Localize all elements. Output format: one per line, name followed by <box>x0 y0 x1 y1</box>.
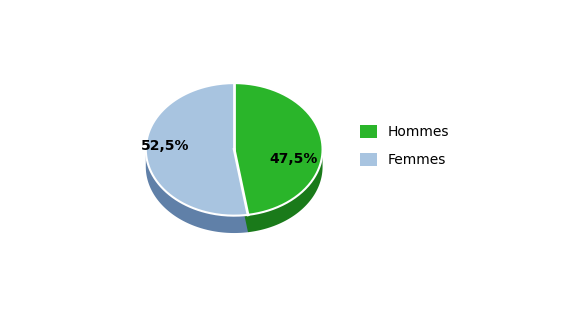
Polygon shape <box>146 150 248 233</box>
Polygon shape <box>248 150 322 232</box>
Polygon shape <box>234 83 322 215</box>
Polygon shape <box>234 149 248 232</box>
Polygon shape <box>146 83 248 216</box>
Text: 52,5%: 52,5% <box>141 139 190 153</box>
Legend: Hommes, Femmes: Hommes, Femmes <box>355 120 455 173</box>
Text: 47,5%: 47,5% <box>269 152 318 166</box>
Polygon shape <box>234 149 248 232</box>
